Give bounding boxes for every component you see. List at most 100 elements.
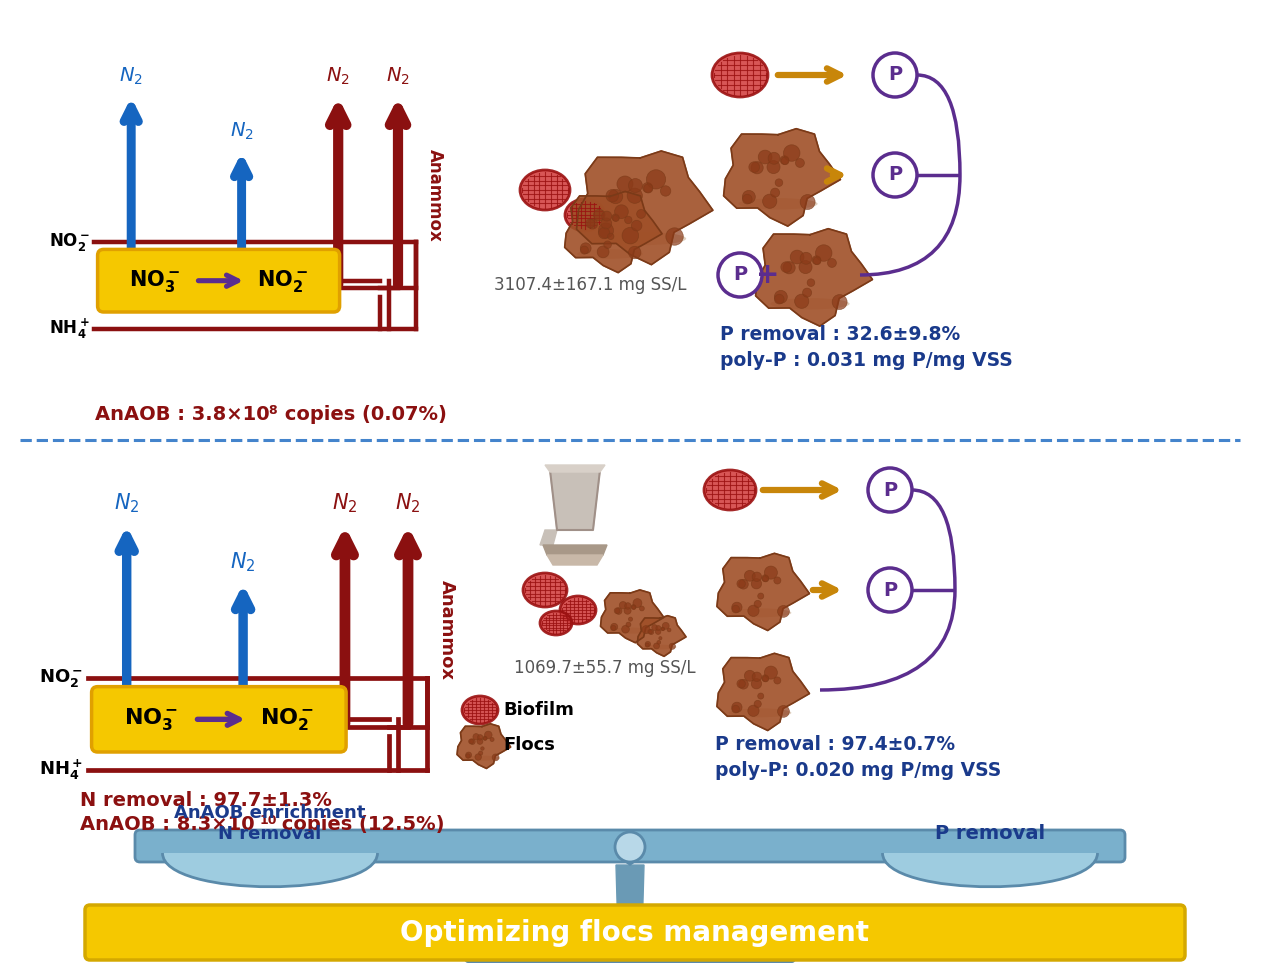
Polygon shape: [457, 724, 511, 768]
Circle shape: [659, 637, 661, 639]
Circle shape: [475, 754, 481, 761]
Circle shape: [774, 291, 787, 303]
Circle shape: [604, 241, 612, 248]
Text: copies (12.5%): copies (12.5%): [275, 816, 445, 835]
Polygon shape: [755, 228, 873, 326]
Text: Anammox: Anammox: [438, 580, 456, 680]
Text: poly-P : 0.031 mg P/mg VSS: poly-P : 0.031 mg P/mg VSS: [720, 351, 1012, 370]
Text: $\mathbf{NO_2^-}$: $\mathbf{NO_2^-}$: [260, 706, 314, 732]
Circle shape: [816, 245, 832, 261]
Text: 8: 8: [269, 403, 276, 417]
Ellipse shape: [770, 298, 850, 309]
FancyBboxPatch shape: [465, 930, 794, 962]
Polygon shape: [540, 530, 557, 545]
Circle shape: [732, 702, 742, 713]
Circle shape: [625, 217, 632, 223]
Circle shape: [754, 700, 761, 708]
Circle shape: [749, 162, 759, 172]
Circle shape: [642, 182, 653, 193]
Circle shape: [774, 295, 784, 304]
Circle shape: [640, 606, 645, 611]
Circle shape: [651, 625, 658, 631]
Circle shape: [466, 754, 470, 758]
Circle shape: [763, 576, 769, 582]
Text: AnAOB enrichment
N removal: AnAOB enrichment N removal: [175, 804, 366, 843]
FancyBboxPatch shape: [91, 687, 346, 752]
Circle shape: [598, 223, 613, 238]
Text: Anammox: Anammox: [426, 149, 443, 242]
Ellipse shape: [729, 708, 792, 717]
Circle shape: [791, 250, 805, 264]
Circle shape: [632, 605, 636, 610]
Circle shape: [608, 233, 614, 240]
Circle shape: [649, 630, 654, 635]
Polygon shape: [637, 615, 685, 657]
Circle shape: [754, 600, 761, 608]
Text: N removal : 97.7±1.3%: N removal : 97.7±1.3%: [80, 791, 332, 810]
Polygon shape: [618, 857, 642, 865]
Circle shape: [628, 178, 642, 193]
Text: $N_2$: $N_2$: [332, 492, 357, 515]
Ellipse shape: [519, 170, 570, 210]
Circle shape: [732, 602, 742, 612]
Circle shape: [813, 257, 821, 265]
Circle shape: [580, 247, 588, 254]
Circle shape: [780, 262, 792, 273]
Circle shape: [654, 643, 660, 649]
Circle shape: [739, 680, 749, 690]
Polygon shape: [685, 957, 734, 963]
Ellipse shape: [523, 573, 568, 607]
Circle shape: [597, 246, 609, 258]
Circle shape: [758, 693, 764, 699]
Polygon shape: [576, 151, 713, 265]
Ellipse shape: [594, 232, 687, 246]
Circle shape: [669, 643, 675, 649]
Circle shape: [770, 188, 779, 197]
Circle shape: [758, 593, 764, 599]
Text: $N_2$: $N_2$: [119, 65, 143, 87]
Circle shape: [758, 150, 772, 164]
Circle shape: [718, 253, 761, 297]
Circle shape: [668, 628, 672, 632]
Circle shape: [783, 262, 796, 273]
Text: $N_2$: $N_2$: [327, 65, 350, 87]
Circle shape: [737, 580, 745, 588]
Circle shape: [799, 252, 812, 264]
Circle shape: [775, 179, 783, 187]
Text: AnAOB : 3.8×10: AnAOB : 3.8×10: [95, 405, 270, 425]
Circle shape: [593, 209, 604, 221]
PathPatch shape: [883, 853, 1097, 887]
Circle shape: [466, 752, 471, 758]
Polygon shape: [526, 957, 574, 963]
Circle shape: [748, 605, 759, 616]
Circle shape: [620, 602, 627, 609]
Polygon shape: [565, 192, 663, 273]
Circle shape: [636, 210, 646, 219]
Text: Biofilm: Biofilm: [503, 701, 574, 719]
Circle shape: [631, 605, 636, 610]
Text: $N_2$: $N_2$: [386, 65, 411, 87]
Circle shape: [796, 159, 805, 168]
Circle shape: [868, 468, 912, 512]
Circle shape: [780, 156, 789, 165]
FancyBboxPatch shape: [98, 249, 340, 312]
Text: Optimizing flocs management: Optimizing flocs management: [400, 919, 869, 947]
Circle shape: [739, 580, 749, 589]
Circle shape: [832, 295, 848, 309]
Circle shape: [642, 626, 650, 634]
Circle shape: [751, 579, 761, 589]
Circle shape: [606, 190, 618, 202]
Circle shape: [469, 739, 474, 743]
Circle shape: [645, 643, 649, 647]
Circle shape: [774, 677, 780, 684]
Text: +: +: [756, 261, 779, 289]
Circle shape: [622, 625, 630, 633]
Circle shape: [794, 294, 808, 308]
Circle shape: [782, 157, 789, 165]
Circle shape: [626, 622, 631, 627]
Polygon shape: [544, 545, 607, 555]
Polygon shape: [601, 590, 664, 642]
Circle shape: [737, 680, 745, 688]
Text: $\mathbf{NO_3^-}$: $\mathbf{NO_3^-}$: [129, 268, 180, 294]
Circle shape: [873, 153, 917, 197]
